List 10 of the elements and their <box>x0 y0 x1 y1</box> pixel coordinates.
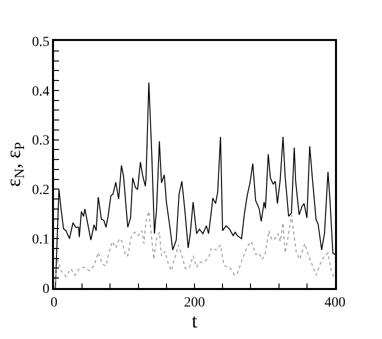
y-tick-label: 0.1 <box>32 232 50 248</box>
line-series <box>54 210 334 288</box>
y-tick-label: 0.4 <box>32 84 50 100</box>
x-tick-label: 200 <box>184 296 205 311</box>
y-tick-label: 0 <box>42 282 50 297</box>
x-tick-label: 400 <box>324 296 346 311</box>
y-tick-label: 0.2 <box>32 183 50 198</box>
y-tick-label: 0.3 <box>32 134 50 149</box>
y-tick-label: 0.5 <box>32 34 50 50</box>
x-axis-title: t <box>192 310 198 333</box>
